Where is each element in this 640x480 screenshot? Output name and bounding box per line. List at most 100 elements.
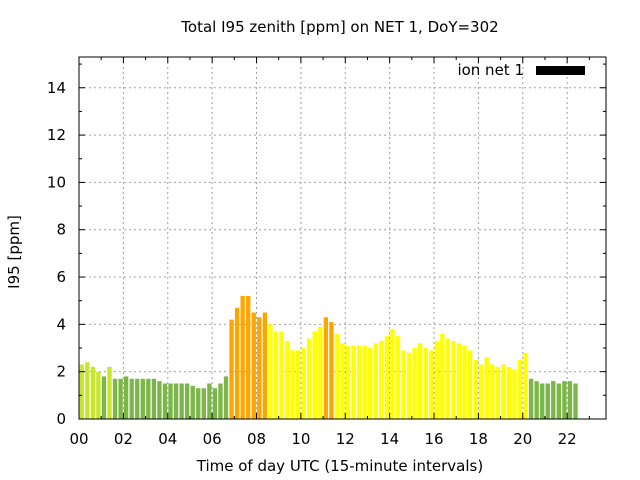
bar [301,348,306,419]
bar [356,345,362,419]
x-tick-label: 00 [69,430,88,448]
y-tick-label: 8 [56,221,66,239]
bar [495,366,500,419]
x-tick-label: 04 [158,430,177,448]
bar [512,369,517,419]
bar [101,376,107,419]
x-tick-label: 10 [291,430,310,448]
bar [107,366,112,419]
bar [284,340,290,419]
bar [85,362,90,419]
bar [268,324,273,419]
bar [323,317,329,419]
bar [351,345,356,419]
bar [423,348,428,419]
bar [185,383,190,419]
bar [318,326,323,419]
bar [207,383,212,419]
bar [129,378,134,419]
bars [79,295,578,419]
bar [540,383,545,419]
bar [135,378,140,419]
x-tick-label: 18 [469,430,488,448]
bar [262,312,267,419]
bar [196,388,201,419]
grid-lines [79,57,606,419]
y-tick-label: 10 [47,173,66,191]
legend-label: ion net 1 [457,61,524,79]
bar [418,343,423,419]
bar [140,378,145,419]
bar [329,321,334,419]
bar [312,331,317,419]
bar [190,385,195,419]
bar [257,317,262,419]
bar [506,366,512,419]
bar [429,350,434,419]
x-tick-label: 22 [558,430,577,448]
bar [212,388,218,419]
x-axis-label: Time of day UTC (15-minute intervals) [196,457,483,475]
bar [218,383,223,419]
bar [157,381,162,419]
x-tick-label: 02 [114,430,133,448]
y-tick-label: 6 [56,268,66,286]
bar [390,329,395,419]
bar [162,383,168,419]
x-tick-label: 12 [336,430,355,448]
x-tick-label: 08 [247,430,266,448]
bar [523,352,528,419]
bar [551,381,556,419]
bar [556,383,562,419]
bar [528,378,534,419]
bar [406,352,412,419]
y-axis-label: I95 [ppm] [5,215,23,289]
bar [479,364,484,419]
bar [151,378,157,419]
bar [279,331,284,419]
bar [534,381,539,419]
bar [562,381,567,419]
legend: ion net 1 [457,61,585,79]
x-tick-label: 06 [203,430,222,448]
bar [146,378,151,419]
bar [373,343,378,419]
bar [240,295,245,419]
bar [490,364,495,419]
bar [290,350,295,419]
bar [517,359,523,419]
bar [79,364,84,419]
y-tick-label: 0 [56,410,66,428]
bar [484,357,489,419]
bar [440,333,445,419]
x-tick-label: 14 [380,430,399,448]
bar [340,343,345,419]
bar [112,378,118,419]
plot-frame [78,56,607,420]
bar [307,338,312,419]
x-tick-label: 16 [424,430,443,448]
bar [567,381,573,419]
bar [123,376,129,419]
bar [384,336,390,419]
bar [168,383,173,419]
y-tick-label: 12 [47,126,66,144]
bar [179,383,184,419]
x-tick-label: 20 [513,430,532,448]
bar [401,350,406,419]
bar [118,378,123,419]
bar [368,348,373,419]
bar [473,359,478,419]
bar [379,340,384,419]
bar [456,343,462,419]
bar [234,307,240,419]
bar [173,383,179,419]
y-tick-label: 2 [56,363,66,381]
bar [362,345,367,419]
bar [246,295,251,419]
bar [251,312,256,419]
bar [223,376,229,419]
chart-title: Total I95 zenith [ppm] on NET 1, DoY=302 [180,18,498,36]
bar [395,336,401,419]
